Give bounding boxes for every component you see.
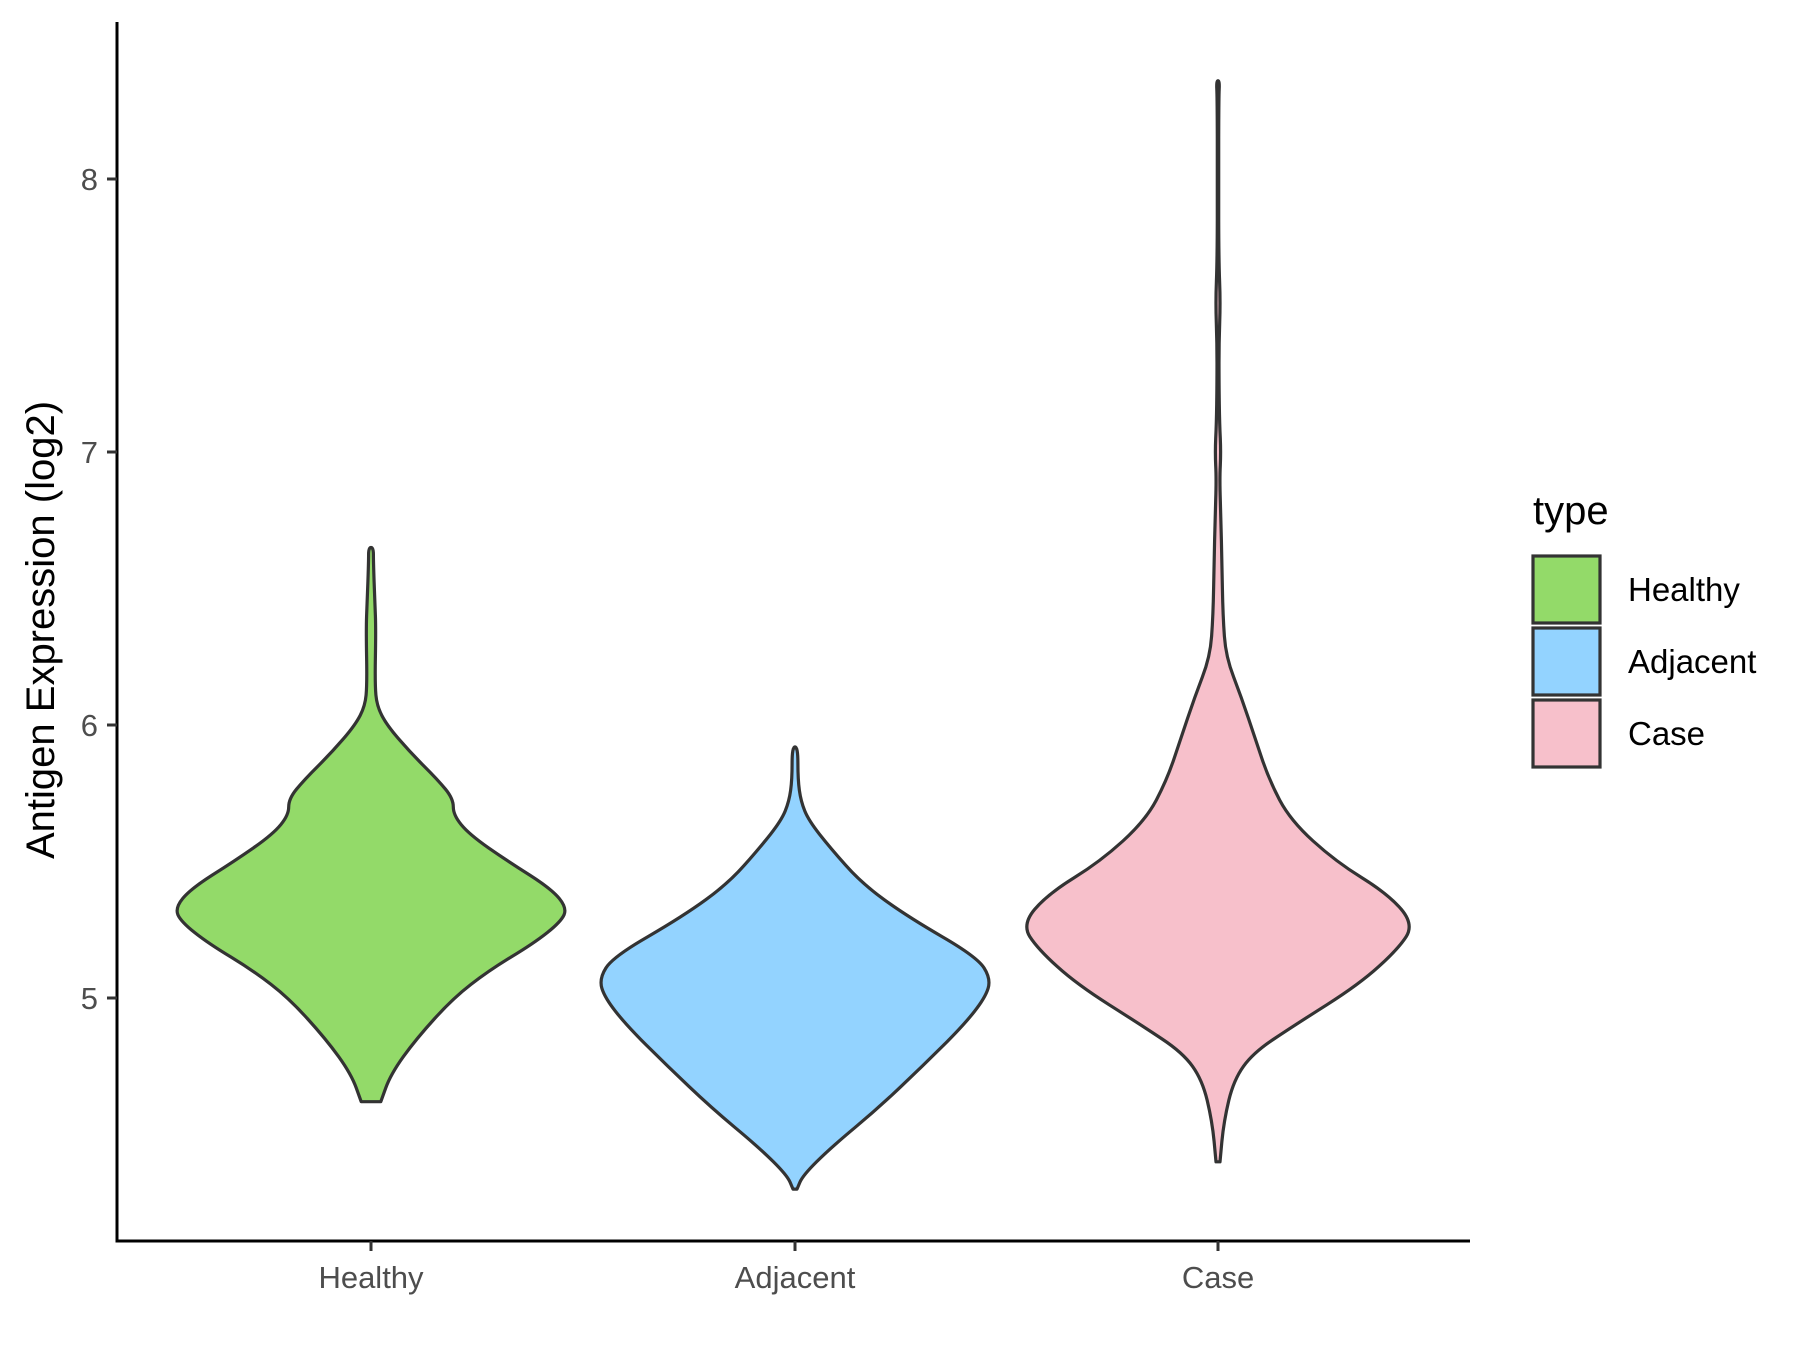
legend-swatch-case	[1531, 698, 1602, 769]
axes-layer	[115, 22, 1470, 1243]
y-tick-label: 8	[81, 162, 98, 197]
y-tick-label: 5	[81, 981, 98, 1016]
y-tick-label: 6	[81, 708, 98, 743]
violin-adjacent	[599, 745, 991, 1191]
x-tick-label: Case	[1182, 1260, 1254, 1295]
x-tick-label: Adjacent	[735, 1260, 856, 1295]
legend-title: type	[1533, 489, 1609, 533]
violin-healthy	[175, 545, 567, 1104]
y-axis-title: Antigen Expression (log2)	[19, 401, 63, 859]
legend-swatch-healthy	[1531, 554, 1602, 625]
legend-label-adjacent: Adjacent	[1628, 643, 1756, 680]
x-tick-label: Healthy	[318, 1260, 424, 1295]
legend-label-case: Case	[1628, 715, 1705, 752]
legend-label-healthy: Healthy	[1628, 571, 1740, 608]
legend: type Healthy Adjacent Case	[1531, 489, 1756, 769]
violin-case	[1025, 79, 1411, 1164]
tick-layer: 5 6 7 8 Healthy Adjacent Case	[81, 162, 1254, 1295]
y-tick-label: 7	[81, 435, 98, 470]
violin-layer	[175, 79, 1411, 1191]
legend-swatch-adjacent	[1531, 626, 1602, 697]
